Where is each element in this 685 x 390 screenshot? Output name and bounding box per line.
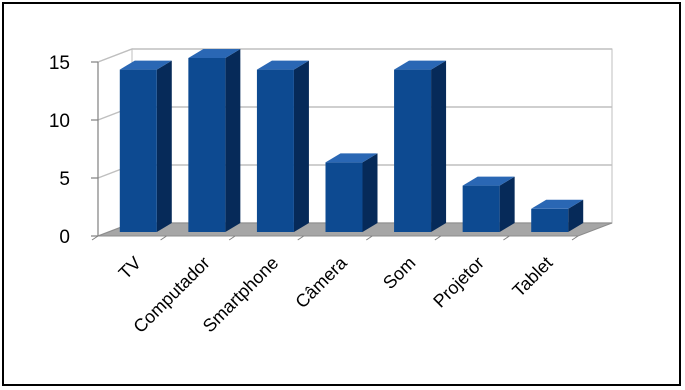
x-tick-mark: [434, 235, 442, 241]
x-tick-label: TV: [115, 253, 145, 283]
bar-front: [531, 208, 569, 232]
bar-side: [499, 176, 515, 232]
x-tick-label: Câmera: [291, 252, 351, 312]
x-tick-mark: [366, 235, 373, 241]
bar: [188, 49, 241, 232]
bar-front: [256, 69, 294, 232]
bar-top: [462, 176, 515, 186]
x-tick-label: Projetor: [429, 253, 488, 312]
x-tick-mark: [503, 235, 510, 241]
bar: [325, 153, 378, 232]
bar-front: [394, 69, 432, 232]
bar-front: [188, 58, 226, 232]
bar-side: [225, 49, 241, 232]
y-tick-labels: 0 5 10 15: [49, 53, 70, 248]
bar: [531, 199, 584, 232]
bar: [119, 60, 172, 232]
y-tick-label: 10: [49, 111, 70, 132]
y-tick-label: 15: [49, 53, 70, 74]
x-tick-mark: [160, 235, 167, 241]
bar-top: [188, 49, 241, 58]
bar-top: [394, 60, 447, 70]
bar: [256, 60, 309, 232]
x-tick-mark: [297, 235, 304, 241]
bar-front: [462, 185, 500, 232]
bar-side: [293, 60, 309, 232]
y-tick-label: 0: [59, 227, 70, 248]
x-tick-mark: [91, 235, 99, 241]
bar-top: [325, 153, 378, 163]
x-tick-mark: [571, 235, 579, 241]
bar: [394, 60, 447, 232]
bar-side: [431, 60, 447, 232]
bar-side: [362, 153, 378, 232]
bar-front: [119, 69, 157, 232]
bar-side: [568, 199, 584, 232]
y-tick-label: 5: [59, 169, 70, 190]
bar-top: [256, 60, 309, 70]
bar-side: [156, 60, 172, 232]
bars: [119, 49, 584, 232]
gridline: [97, 48, 612, 63]
x-tick-label: Tablet: [508, 253, 556, 301]
bar-front: [325, 162, 363, 232]
x-tick-label: Som: [379, 253, 419, 293]
bar-top: [119, 60, 172, 70]
axes: [91, 61, 579, 241]
bar: [462, 176, 515, 232]
x-tick-mark: [228, 235, 236, 241]
bar-top: [531, 199, 584, 209]
